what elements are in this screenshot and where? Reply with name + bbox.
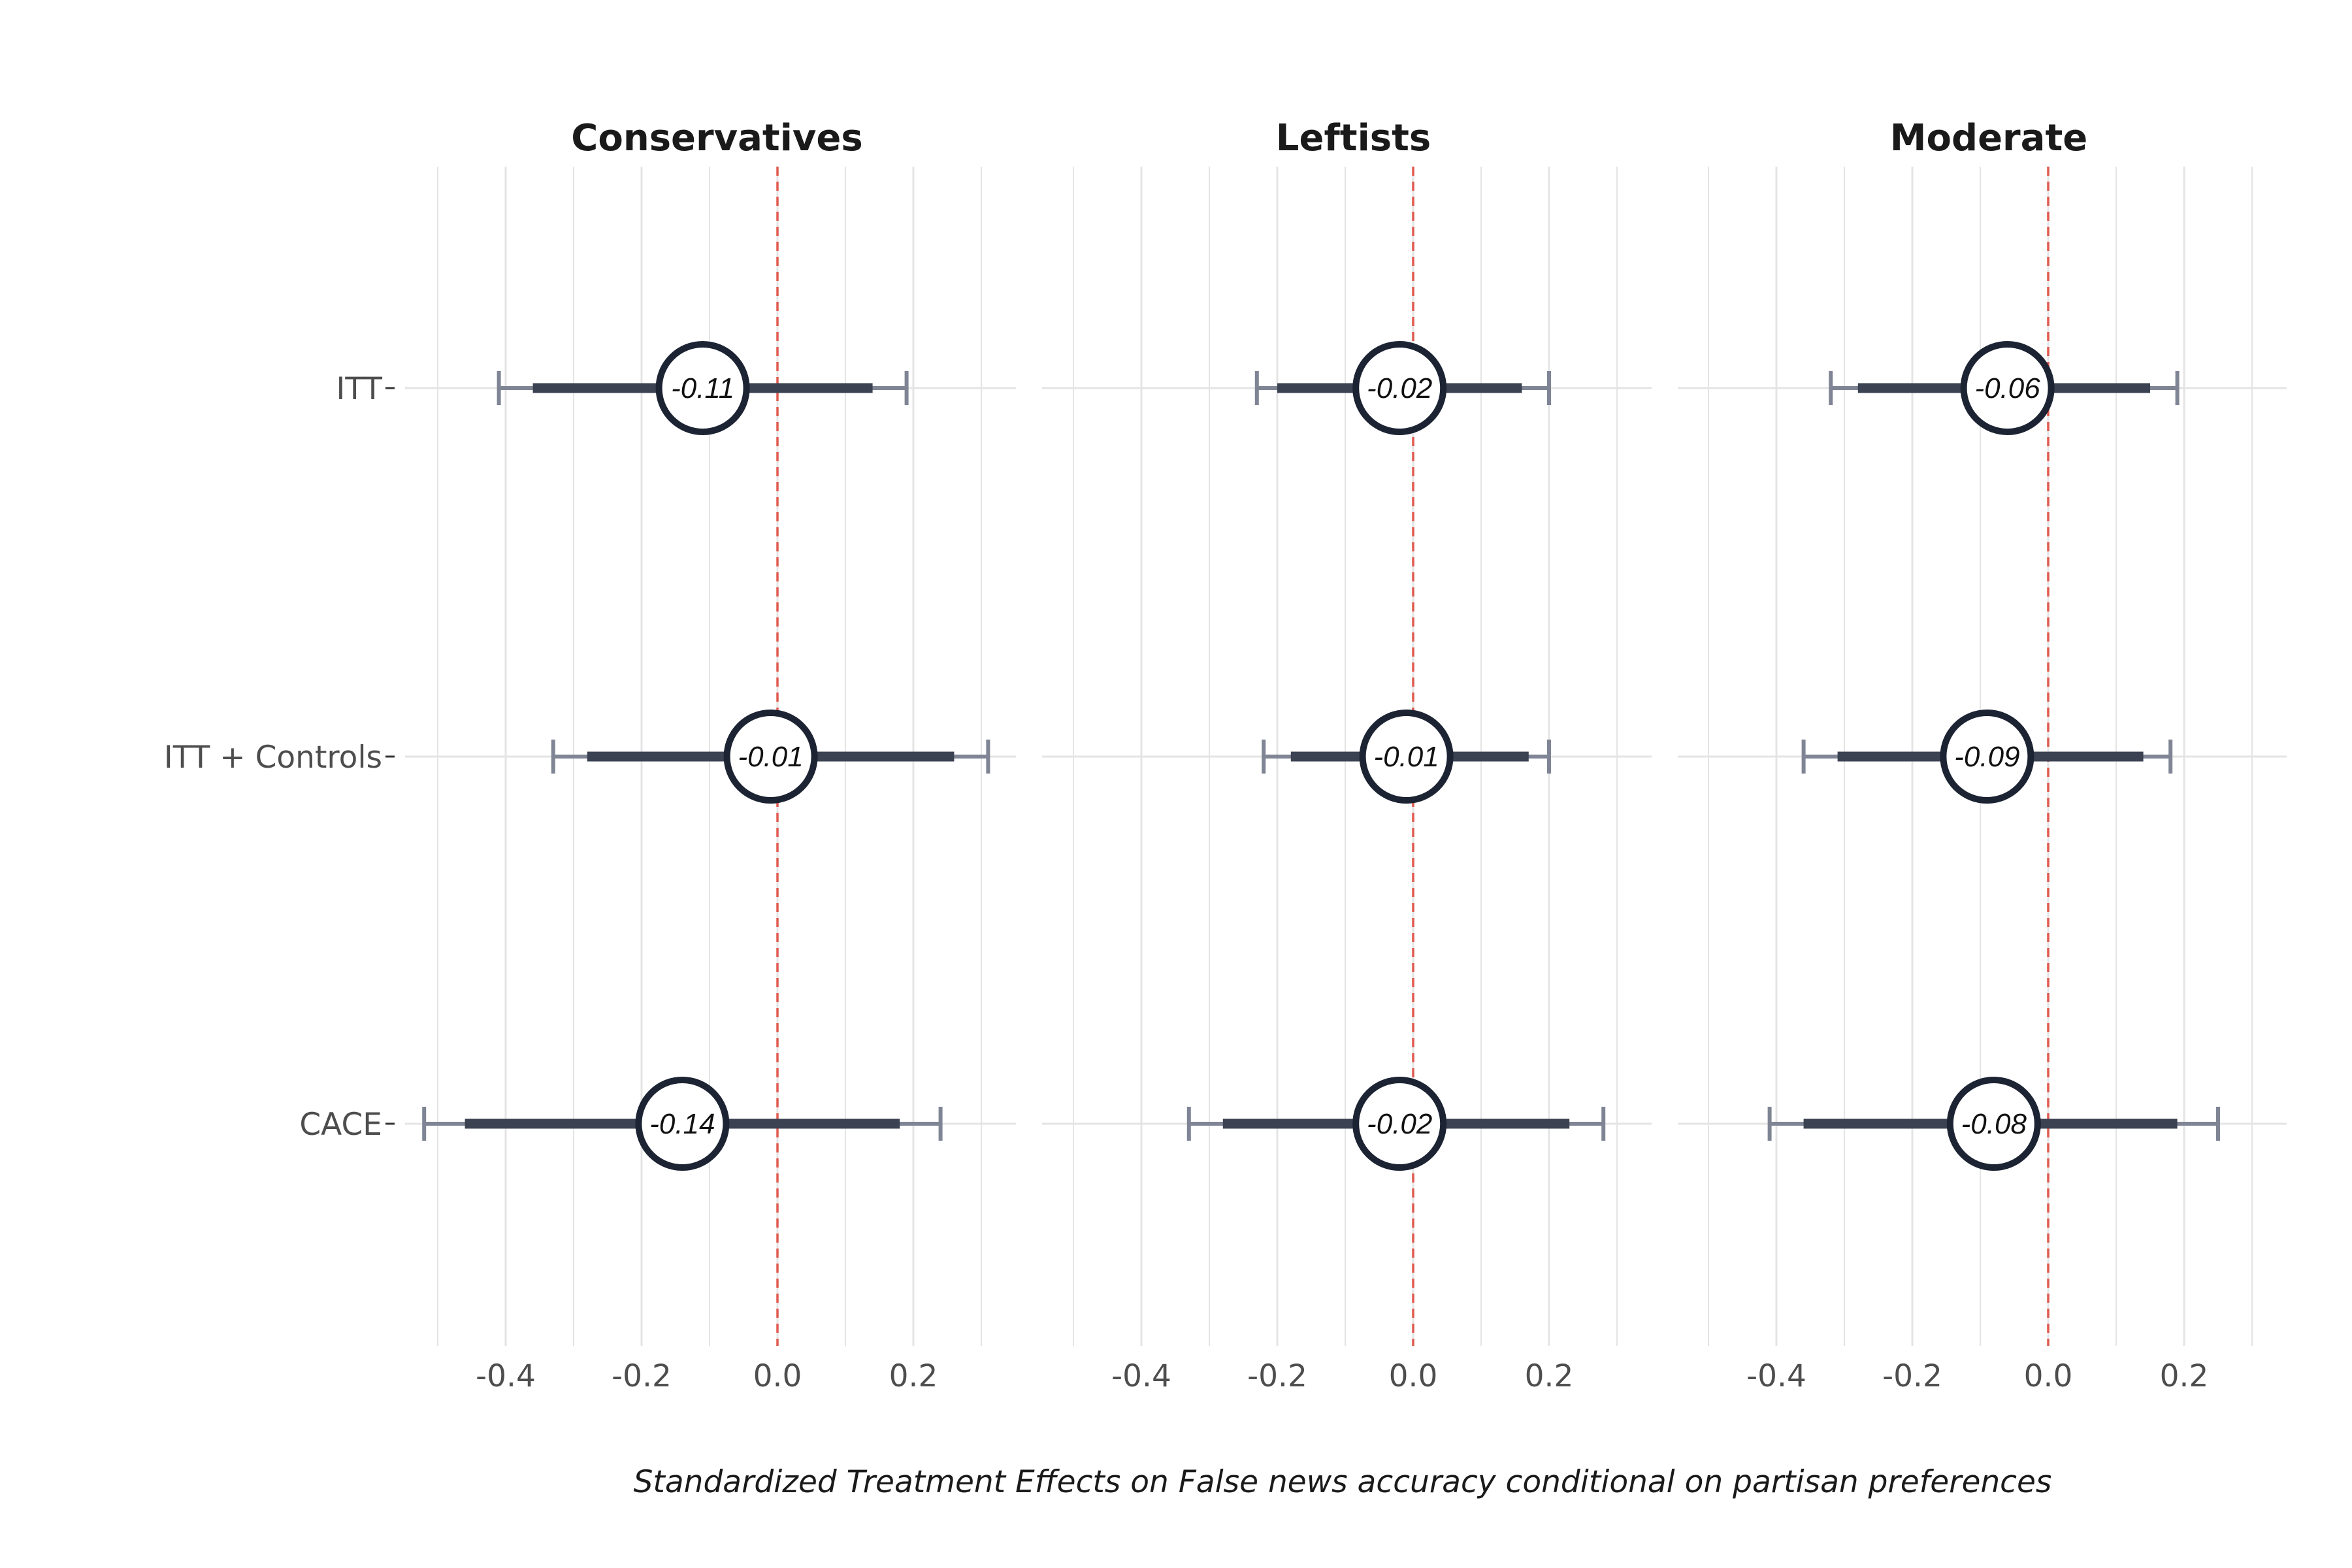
point-estimate-marker xyxy=(1946,1077,2041,1171)
x-tick-label: -0.2 xyxy=(1247,1358,1307,1394)
point-estimate-marker xyxy=(655,341,750,435)
point-estimate-label: -0.01 xyxy=(1373,741,1439,773)
point-estimate-marker xyxy=(1352,341,1447,435)
panel-title: Conservatives xyxy=(571,117,862,159)
point-estimate-label: -0.09 xyxy=(1954,741,2019,773)
y-tick-label: ITT xyxy=(336,371,383,407)
point-estimate-marker xyxy=(1359,710,1454,804)
x-tick-label: 0.2 xyxy=(1525,1358,1574,1394)
mark-layer xyxy=(385,167,2220,1346)
point-estimate-label: -0.06 xyxy=(1974,372,2040,404)
chart-caption: Standardized Treatment Effects on False … xyxy=(634,1464,2052,1500)
point-estimate-marker xyxy=(1940,710,2034,804)
x-tick-label: -0.4 xyxy=(1746,1358,1806,1394)
x-tick-label: 0.0 xyxy=(2024,1358,2073,1394)
x-tick-label: 0.0 xyxy=(753,1358,802,1394)
point-estimate-marker xyxy=(635,1077,730,1171)
x-tick-label: -0.4 xyxy=(476,1358,536,1394)
point-estimate-marker xyxy=(723,710,818,804)
point-estimate-marker xyxy=(1352,1077,1447,1171)
panel-title: Leftists xyxy=(1276,117,1431,159)
x-tick-label: 0.2 xyxy=(2160,1358,2209,1394)
point-estimate-label: -0.14 xyxy=(649,1108,715,1140)
x-tick-label: 0.0 xyxy=(1389,1358,1438,1394)
point-estimate-label: -0.11 xyxy=(671,372,734,404)
text-layer: Conservatives -0.4 -0.2 0.0 0.2 -0.11 -0.01 -0.… xyxy=(164,117,2208,1394)
point-estimate-label: -0.02 xyxy=(1367,1108,1432,1140)
point-estimate-marker xyxy=(1960,341,2055,435)
x-tick-label: -0.4 xyxy=(1111,1358,1171,1394)
point-estimate-label: -0.08 xyxy=(1961,1108,2027,1140)
x-tick-label: -0.2 xyxy=(1882,1358,1942,1394)
point-estimate-label: -0.01 xyxy=(738,741,803,773)
point-estimate-label: -0.02 xyxy=(1367,372,1432,404)
panel-title: Moderate xyxy=(1890,117,2087,159)
x-tick-label: 0.2 xyxy=(889,1358,938,1394)
y-tick-label: CACE xyxy=(299,1107,382,1143)
y-tick-label: ITT + Controls xyxy=(164,740,382,776)
x-tick-label: -0.2 xyxy=(612,1358,672,1394)
